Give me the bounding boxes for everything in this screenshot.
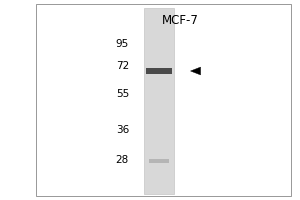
Text: 28: 28 — [116, 155, 129, 165]
Text: 95: 95 — [116, 39, 129, 49]
Text: 55: 55 — [116, 89, 129, 99]
Polygon shape — [190, 67, 201, 75]
FancyBboxPatch shape — [146, 68, 172, 74]
Text: 72: 72 — [116, 61, 129, 71]
Text: MCF-7: MCF-7 — [162, 14, 198, 27]
FancyBboxPatch shape — [148, 159, 170, 163]
FancyBboxPatch shape — [144, 8, 174, 194]
Text: 36: 36 — [116, 125, 129, 135]
